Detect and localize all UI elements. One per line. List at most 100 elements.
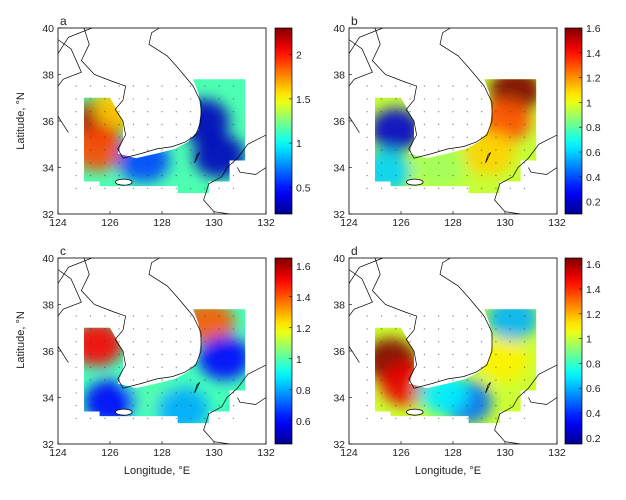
panel-letter: d — [351, 244, 358, 258]
colorbar-tick-label: 1.6 — [586, 23, 601, 35]
x-tick-label: 130 — [205, 447, 223, 459]
hotspot-b-5 — [375, 150, 412, 194]
panel-d: 124 126 128 130 132 32 34 36 38 40 d 0.2 0.4 0.6 0.8 1 1… — [333, 244, 600, 459]
island — [115, 178, 133, 186]
x-tick-label: 126 — [392, 217, 410, 229]
hotspot-a-1 — [84, 126, 123, 171]
y-tick-label: 34 — [42, 163, 54, 175]
island — [115, 408, 133, 416]
x-tick-label: 128 — [444, 217, 462, 229]
colorbar-tick-label: 1.6 — [296, 261, 311, 273]
colorbar-tick-label: 1 — [296, 138, 302, 150]
x-tick-label: 128 — [153, 217, 171, 229]
x-tick-label: 124 — [49, 447, 67, 459]
x-tick-label: 132 — [548, 217, 566, 229]
panel-b: 124 126 128 130 132 32 34 36 38 40 b 0.2 0.4 0.6 0.8 1 1… — [333, 14, 600, 229]
colorbar-tick-label: 0.4 — [586, 172, 601, 184]
ylabel-bottom: Latitude, °N — [15, 311, 27, 369]
panel-c: 124 126 128 130 132 32 34 36 38 40 c 0.6 0.8 1 1.2 1.4 1… — [42, 244, 310, 459]
panel-a: 124 126 128 130 132 32 34 36 38 40 a 0.5 1 1.5 2 — [42, 14, 310, 229]
y-tick-label: 36 — [333, 346, 345, 358]
x-tick-label: 124 — [340, 447, 358, 459]
sample-points — [75, 315, 235, 420]
colorbar-tick-label: 1.2 — [586, 309, 601, 321]
coastline — [58, 258, 266, 444]
colorbar-tick-label: 0.6 — [586, 147, 601, 159]
x-tick-label: 126 — [101, 447, 119, 459]
colorbar-tick-label: 0.8 — [586, 358, 601, 370]
colorbar — [274, 257, 293, 445]
colorbar-tick-label: 2 — [296, 50, 302, 62]
y-tick-label: 40 — [42, 23, 54, 35]
x-tick-label: 132 — [257, 447, 275, 459]
sample-points — [75, 85, 235, 190]
y-tick-label: 32 — [333, 439, 345, 451]
coastline — [58, 28, 266, 214]
colorbar — [274, 27, 293, 215]
y-tick-label: 38 — [333, 70, 345, 82]
y-tick-label: 38 — [42, 300, 54, 312]
colorbar-tick-label: 1 — [586, 97, 592, 109]
colorbar-tick-label: 1 — [296, 354, 302, 366]
x-tick-label: 130 — [205, 217, 223, 229]
colorbar-tick-label: 0.4 — [586, 408, 601, 420]
x-tick-label: 130 — [496, 217, 514, 229]
colorbar-tick-label: 0.2 — [586, 433, 601, 445]
hotspot-c-0 — [84, 322, 123, 367]
hotspot-c-3 — [198, 335, 246, 380]
hotspot-d-3 — [486, 309, 537, 341]
y-tick-label: 34 — [333, 393, 345, 405]
xlabel-left: Longitude, °E — [124, 465, 190, 477]
x-tick-label: 124 — [49, 217, 67, 229]
x-tick-label: 132 — [257, 217, 275, 229]
colorbar-tick-label: 1.6 — [586, 259, 601, 271]
y-tick-label: 40 — [333, 253, 345, 265]
colorbar-tick-label: 1.5 — [296, 94, 311, 106]
colorbar — [564, 27, 583, 215]
colorbar-tick-label: 0.5 — [296, 182, 311, 194]
x-tick-label: 128 — [153, 447, 171, 459]
colorbar-tick-label: 1.2 — [586, 73, 601, 85]
xlabel-right: Longitude, °E — [415, 465, 481, 477]
y-tick-label: 38 — [333, 300, 345, 312]
ticks: 124 126 128 130 132 32 34 36 38 40 — [333, 253, 566, 459]
colorbar-tick-label: 1.2 — [296, 323, 311, 335]
x-tick-label: 124 — [340, 217, 358, 229]
y-tick-label: 32 — [333, 209, 345, 221]
y-tick-label: 36 — [333, 116, 345, 128]
ticks: 124 126 128 130 132 32 34 36 38 40 — [333, 23, 566, 229]
island — [406, 408, 424, 416]
colorbar-tick-label: 0.6 — [586, 383, 601, 395]
panel-letter: c — [60, 244, 66, 258]
x-tick-label: 126 — [101, 217, 119, 229]
colorbar — [564, 257, 583, 445]
y-tick-label: 36 — [42, 346, 54, 358]
panel-letter: a — [60, 14, 67, 28]
coastline — [349, 28, 557, 214]
colorbar-tick-label: 0.2 — [586, 197, 601, 209]
sample-points — [366, 85, 526, 190]
x-tick-label: 128 — [444, 447, 462, 459]
colorbar-tick-label: 0.8 — [296, 385, 311, 397]
colorbar-tick-label: 1.4 — [586, 48, 601, 60]
y-tick-label: 38 — [42, 70, 54, 82]
x-tick-label: 130 — [496, 447, 514, 459]
coastline — [349, 258, 557, 444]
y-tick-label: 34 — [42, 393, 54, 405]
ticks: 124 126 128 130 132 32 34 36 38 40 — [42, 253, 275, 459]
y-tick-label: 40 — [333, 23, 345, 35]
y-tick-label: 32 — [42, 209, 54, 221]
y-tick-label: 32 — [42, 439, 54, 451]
colorbar-tick-label: 1.4 — [586, 284, 601, 296]
ticks: 124 126 128 130 132 32 34 36 38 40 — [42, 23, 275, 229]
ylabel-top: Latitude, °N — [15, 92, 27, 150]
x-tick-label: 132 — [548, 447, 566, 459]
y-tick-label: 36 — [42, 116, 54, 128]
sample-points — [366, 315, 526, 420]
colorbar-tick-label: 1 — [586, 334, 592, 346]
colorbar-tick-label: 0.8 — [586, 122, 601, 134]
island — [406, 178, 424, 186]
colorbar-tick-label: 0.6 — [296, 416, 311, 428]
